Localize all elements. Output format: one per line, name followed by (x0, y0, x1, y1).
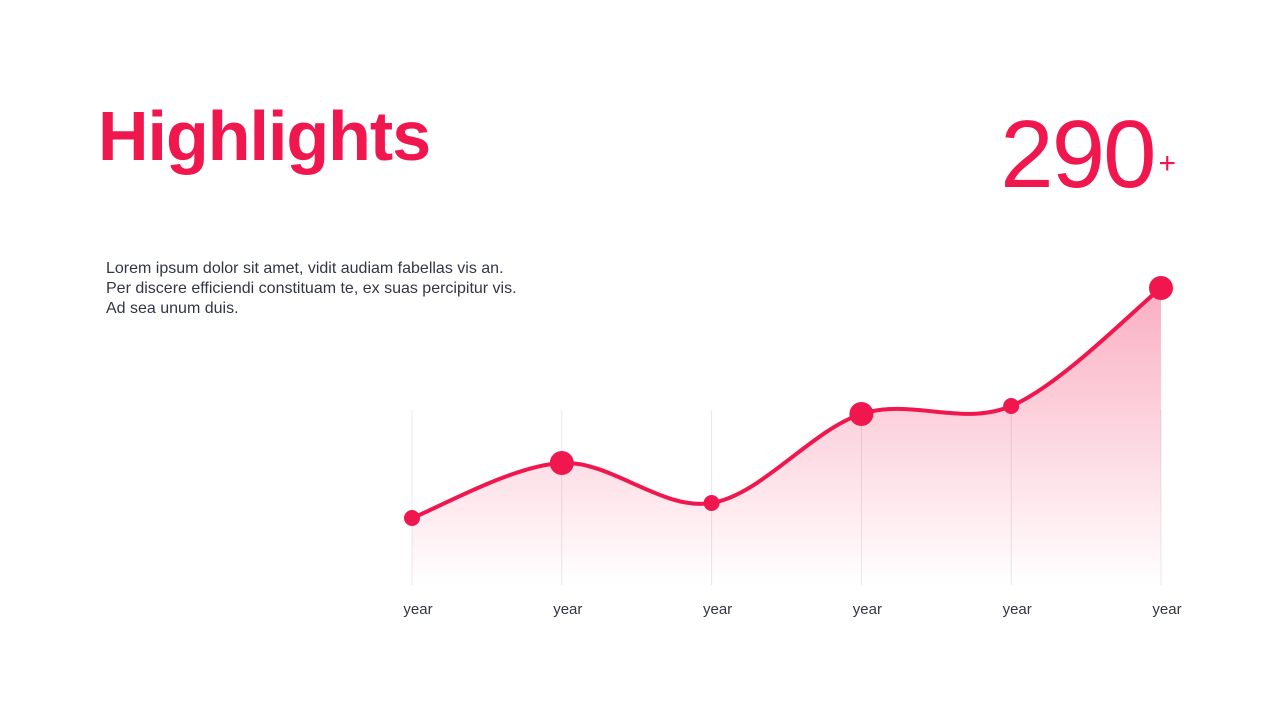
line-area (412, 288, 1161, 585)
point (549, 451, 574, 475)
x-tick-label: year (853, 601, 882, 618)
body-text: Lorem ipsum dolor sit amet, vidit audiam… (106, 260, 517, 317)
x-tick-label: year (553, 601, 582, 618)
point (1003, 398, 1020, 414)
x-tick-label: year (703, 601, 732, 618)
point (1149, 276, 1173, 300)
stat-suffix: + (1158, 147, 1176, 181)
x-tick-label: year (403, 601, 432, 618)
point (849, 402, 874, 426)
slide-title: Highlights (98, 97, 431, 175)
stat: 290 + (1000, 100, 1176, 210)
point (703, 495, 720, 511)
point (404, 510, 420, 526)
x-tick-label: year (1003, 601, 1032, 618)
x-tick-label: year (1152, 601, 1181, 618)
stat-value: 290 (1000, 101, 1156, 208)
